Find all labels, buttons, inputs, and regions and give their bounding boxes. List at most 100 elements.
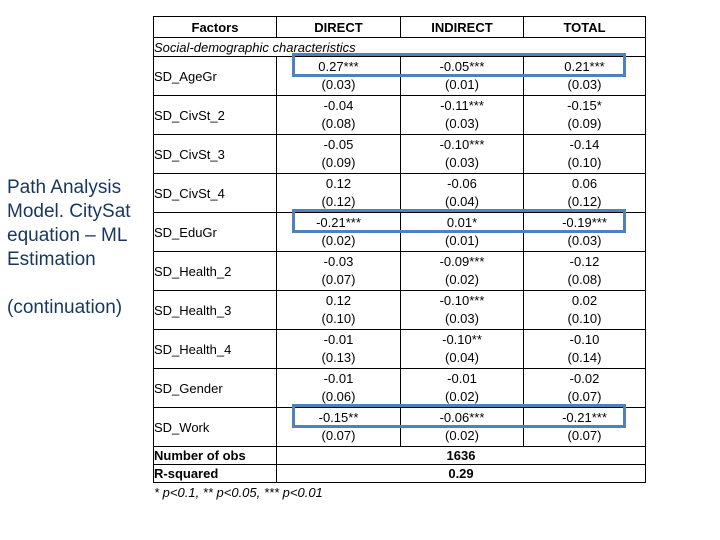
indirect-coefficient: -0.06***	[439, 410, 485, 425]
direct-coefficient: -0.05	[323, 137, 354, 152]
indirect-cell: -0.05*** (0.01)	[400, 56, 524, 96]
total-std-error: (0.09)	[567, 116, 602, 131]
direct-cell: 0.12 (0.12)	[276, 173, 401, 213]
total-std-error: (0.03)	[567, 233, 602, 248]
total-std-error: (0.10)	[567, 311, 602, 326]
total-cell: 0.02 (0.10)	[523, 290, 646, 330]
indirect-cell: -0.10*** (0.03)	[400, 134, 524, 174]
indirect-std-error: (0.01)	[445, 77, 479, 92]
direct-cell: -0.04 (0.08)	[276, 95, 401, 135]
direct-cell: -0.21*** (0.02)	[276, 212, 401, 252]
total-std-error: (0.14)	[567, 350, 602, 365]
direct-std-error: (0.02)	[321, 233, 356, 248]
direct-std-error: (0.13)	[321, 350, 356, 365]
indirect-coefficient: -0.01	[447, 371, 477, 386]
total-std-error: (0.08)	[567, 272, 602, 287]
direct-cell: -0.15** (0.07)	[276, 407, 401, 447]
results-table-wrap: Factors DIRECT INDIRECT TOTAL Social-dem…	[153, 16, 646, 483]
indirect-coefficient: -0.09***	[439, 254, 485, 269]
header-total: TOTAL	[523, 16, 646, 38]
indirect-std-error: (0.03)	[445, 155, 479, 170]
indirect-std-error: (0.02)	[445, 428, 479, 443]
factor-cell: SD_Health_2	[153, 251, 277, 291]
obs-label: Number of obs	[153, 446, 277, 465]
total-cell: -0.14 (0.10)	[523, 134, 646, 174]
total-coefficient: -0.12	[569, 254, 600, 269]
summary-row-obs: Number of obs 1636	[153, 446, 646, 465]
header-factors: Factors	[153, 16, 277, 38]
direct-std-error: (0.07)	[321, 428, 356, 443]
direct-cell: -0.05 (0.09)	[276, 134, 401, 174]
factor-cell: SD_EduGr	[153, 212, 277, 252]
indirect-coefficient: -0.10**	[442, 332, 482, 347]
rsquared-value: 0.29	[276, 464, 646, 483]
total-cell: -0.10 (0.14)	[523, 329, 646, 369]
direct-coefficient: 0.27***	[318, 59, 359, 74]
total-std-error: (0.12)	[567, 194, 602, 209]
indirect-coefficient: -0.10***	[439, 293, 485, 308]
direct-cell: -0.03 (0.07)	[276, 251, 401, 291]
indirect-coefficient: 0.01*	[446, 215, 478, 230]
factor-cell: SD_Health_4	[153, 329, 277, 369]
indirect-cell: -0.06 (0.04)	[400, 173, 524, 213]
table-row-SD_Gender: SD_Gender -0.01 (0.06) -0.01 (0.02) -0.02 (0.0…	[153, 368, 646, 408]
table-row-SD_AgeGr: SD_AgeGr 0.27*** (0.03) -0.05*** (0.01) 0.21*…	[153, 56, 646, 96]
table-row-SD_Health_2: SD_Health_2 -0.03 (0.07) -0.09*** (0.02) -0.1…	[153, 251, 646, 291]
total-coefficient: -0.14	[569, 137, 600, 152]
total-coefficient: -0.10	[569, 332, 600, 347]
indirect-coefficient: -0.10***	[439, 137, 485, 152]
factor-cell: SD_CivSt_3	[153, 134, 277, 174]
indirect-coefficient: -0.05***	[439, 59, 485, 74]
total-std-error: (0.07)	[567, 389, 602, 404]
direct-coefficient: 0.12	[325, 176, 352, 191]
total-cell: -0.02 (0.07)	[523, 368, 646, 408]
indirect-cell: -0.01 (0.02)	[400, 368, 524, 408]
total-cell: 0.21*** (0.03)	[523, 56, 646, 96]
rsquared-label: R-squared	[153, 464, 277, 483]
total-cell: -0.15* (0.09)	[523, 95, 646, 135]
factor-cell: SD_Gender	[153, 368, 277, 408]
total-cell: 0.06 (0.12)	[523, 173, 646, 213]
significance-footnote: * p<0.1, ** p<0.05, *** p<0.01	[154, 485, 323, 500]
total-std-error: (0.07)	[567, 428, 602, 443]
direct-coefficient: 0.12	[325, 293, 352, 308]
total-coefficient: -0.21***	[562, 410, 607, 425]
table-row-SD_CivSt_2: SD_CivSt_2 -0.04 (0.08) -0.11*** (0.03) -0.15…	[153, 95, 646, 135]
total-std-error: (0.03)	[567, 77, 602, 92]
total-coefficient: -0.02	[569, 371, 600, 386]
table-row-SD_Health_4: SD_Health_4 -0.01 (0.13) -0.10** (0.04) -0.10…	[153, 329, 646, 369]
indirect-std-error: (0.04)	[445, 350, 479, 365]
total-coefficient: 0.21***	[564, 59, 605, 74]
direct-cell: -0.01 (0.13)	[276, 329, 401, 369]
direct-cell: 0.12 (0.10)	[276, 290, 401, 330]
table-row-SD_Health_3: SD_Health_3 0.12 (0.10) -0.10*** (0.03) 0.02 (…	[153, 290, 646, 330]
direct-std-error: (0.08)	[321, 116, 356, 131]
indirect-cell: -0.06*** (0.02)	[400, 407, 524, 447]
total-coefficient: 0.06	[571, 176, 598, 191]
summary-row-rsquared: R-squared 0.29	[153, 464, 646, 483]
indirect-std-error: (0.02)	[445, 389, 479, 404]
indirect-std-error: (0.03)	[445, 311, 479, 326]
section-label: Social-demographic characteristics	[153, 37, 646, 57]
direct-cell: -0.01 (0.06)	[276, 368, 401, 408]
indirect-std-error: (0.01)	[445, 233, 479, 248]
total-std-error: (0.10)	[567, 155, 602, 170]
total-coefficient: -0.19***	[562, 215, 607, 230]
direct-std-error: (0.03)	[321, 77, 356, 92]
header-direct: DIRECT	[276, 16, 401, 38]
direct-std-error: (0.06)	[321, 389, 356, 404]
factor-cell: SD_Health_3	[153, 290, 277, 330]
results-table: Factors DIRECT INDIRECT TOTAL Social-dem…	[153, 16, 646, 483]
direct-std-error: (0.10)	[321, 311, 356, 326]
slide-title: Path Analysis Model. CitySat equation – …	[7, 177, 131, 270]
indirect-std-error: (0.03)	[445, 116, 479, 131]
indirect-cell: -0.11*** (0.03)	[400, 95, 524, 135]
indirect-cell: -0.10*** (0.03)	[400, 290, 524, 330]
indirect-coefficient: -0.11***	[440, 98, 484, 113]
table-header-row: Factors DIRECT INDIRECT TOTAL	[153, 16, 646, 38]
table-row-SD_Work: SD_Work -0.15** (0.07) -0.06*** (0.02) -0.21*…	[153, 407, 646, 447]
factor-cell: SD_CivSt_2	[153, 95, 277, 135]
total-coefficient: -0.15*	[567, 98, 602, 113]
table-row-SD_EduGr: SD_EduGr -0.21*** (0.02) 0.01* (0.01) -0.19**…	[153, 212, 646, 252]
